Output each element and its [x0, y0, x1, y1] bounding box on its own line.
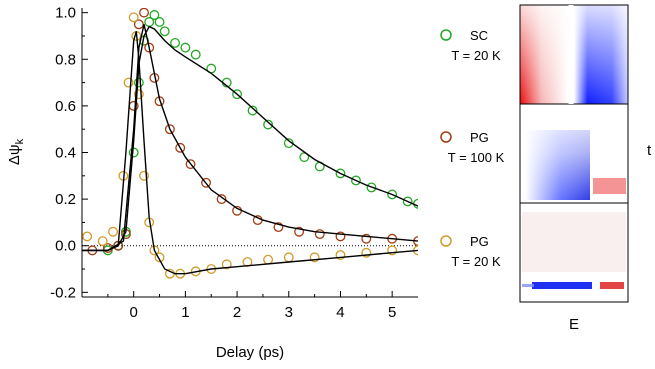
x-tick-label: 1: [181, 304, 189, 321]
data-point: [133, 77, 144, 88]
data-point: [128, 12, 139, 23]
data-point: [221, 259, 232, 270]
data-point: [144, 42, 155, 53]
data-point: [190, 49, 201, 60]
x-tick-label: 0: [130, 304, 138, 321]
data-point: [133, 19, 144, 30]
data-point: [402, 196, 413, 207]
plot-axes: 0 1 2 3 4 5 -0.2 0.0 0.2 0.4 0.6 0.8 1.0: [50, 5, 418, 321]
legend-label: PG: [470, 234, 489, 249]
legend-sublabel: T = 20 K: [451, 48, 501, 63]
svg-text:Δψk: Δψk: [6, 138, 26, 165]
legend-sublabel: T = 20 K: [451, 254, 501, 269]
data-point: [413, 198, 418, 209]
x-ticks: 0 1 2 3 4 5: [107, 291, 396, 321]
data-point: [108, 226, 118, 237]
data-point: [232, 89, 243, 100]
data-point: [294, 226, 305, 237]
data-point: [361, 233, 372, 244]
y-ticks: -0.2 0.0 0.2 0.4 0.6 0.8 1.0: [50, 5, 88, 301]
data-point: [170, 38, 180, 48]
data-point: [216, 194, 227, 205]
data-point: [335, 231, 346, 242]
data-point: [154, 252, 165, 263]
data-point: [185, 159, 196, 170]
heatmap-panel-pg-100k: [519, 103, 629, 204]
data-point: [149, 10, 160, 20]
fit-curve-3: [82, 31, 418, 275]
data-point: [361, 247, 372, 258]
heatmap-y-label: t: [647, 142, 652, 159]
data-point: [351, 175, 361, 186]
y-axis-title-main: Δψ: [6, 144, 23, 165]
x-tick-label: 4: [336, 304, 344, 321]
legend-sublabel: T = 100 K: [448, 150, 505, 165]
y-axis-title-sub: k: [14, 138, 26, 144]
heatmap-panels: [519, 4, 629, 303]
data-point: [309, 252, 320, 263]
legend-marker: [440, 235, 452, 247]
data-point: [133, 89, 144, 100]
x-tick-label: 3: [285, 304, 293, 321]
data-point: [201, 177, 212, 188]
data-point: [123, 77, 134, 88]
y-axis-title: Δψk: [6, 138, 26, 165]
y-tick-label: 0.4: [55, 145, 76, 162]
y-tick-label: 0.8: [55, 51, 76, 68]
data-point: [164, 124, 175, 135]
legend-entry: PG T = 20 K: [440, 234, 501, 269]
x-axis-title: Delay (ps): [216, 344, 284, 361]
legend-label: SC: [470, 28, 488, 43]
legend-marker: [440, 29, 452, 41]
legend-label: PG: [470, 130, 489, 145]
data-point: [82, 231, 93, 242]
x-tick-label: 5: [388, 304, 396, 321]
y-tick-label: 0.6: [55, 98, 76, 115]
data-point: [159, 26, 170, 37]
legend-entry: PG T = 100 K: [440, 130, 505, 165]
data-point: [139, 170, 149, 181]
data-point: [283, 252, 294, 263]
x-tick-label: 2: [233, 304, 241, 321]
data-point: [154, 17, 165, 27]
data-point: [273, 222, 284, 233]
data-point: [180, 42, 191, 53]
legend: SC T = 20 K PG T = 100 K PG T = 20 K: [440, 28, 505, 269]
data-point: [366, 182, 377, 193]
legend-marker: [440, 131, 452, 143]
fit-curve-1: [82, 25, 418, 252]
data-point: [175, 142, 186, 153]
legend-entry: SC T = 20 K: [440, 28, 501, 63]
heatmap-panel-pg-20k: [519, 202, 629, 303]
data-point: [335, 168, 346, 179]
data-point: [314, 229, 325, 240]
data-point: [387, 189, 398, 200]
data-point: [247, 105, 258, 116]
y-tick-label: 0.0: [55, 238, 76, 255]
fit-curve-2: [82, 24, 418, 252]
data-point: [97, 236, 108, 247]
heatmap-x-label: E: [569, 316, 579, 333]
data-point: [139, 8, 149, 18]
y-tick-label: 0.2: [55, 191, 76, 208]
data-point: [335, 250, 346, 260]
y-tick-label: 1.0: [55, 5, 76, 22]
fit-layer: [82, 24, 418, 275]
y-tick-label: -0.2: [50, 284, 76, 301]
heatmap-panel-sc: [519, 4, 629, 105]
data-point: [263, 119, 274, 130]
data-point: [263, 254, 274, 265]
data-point: [387, 245, 398, 256]
